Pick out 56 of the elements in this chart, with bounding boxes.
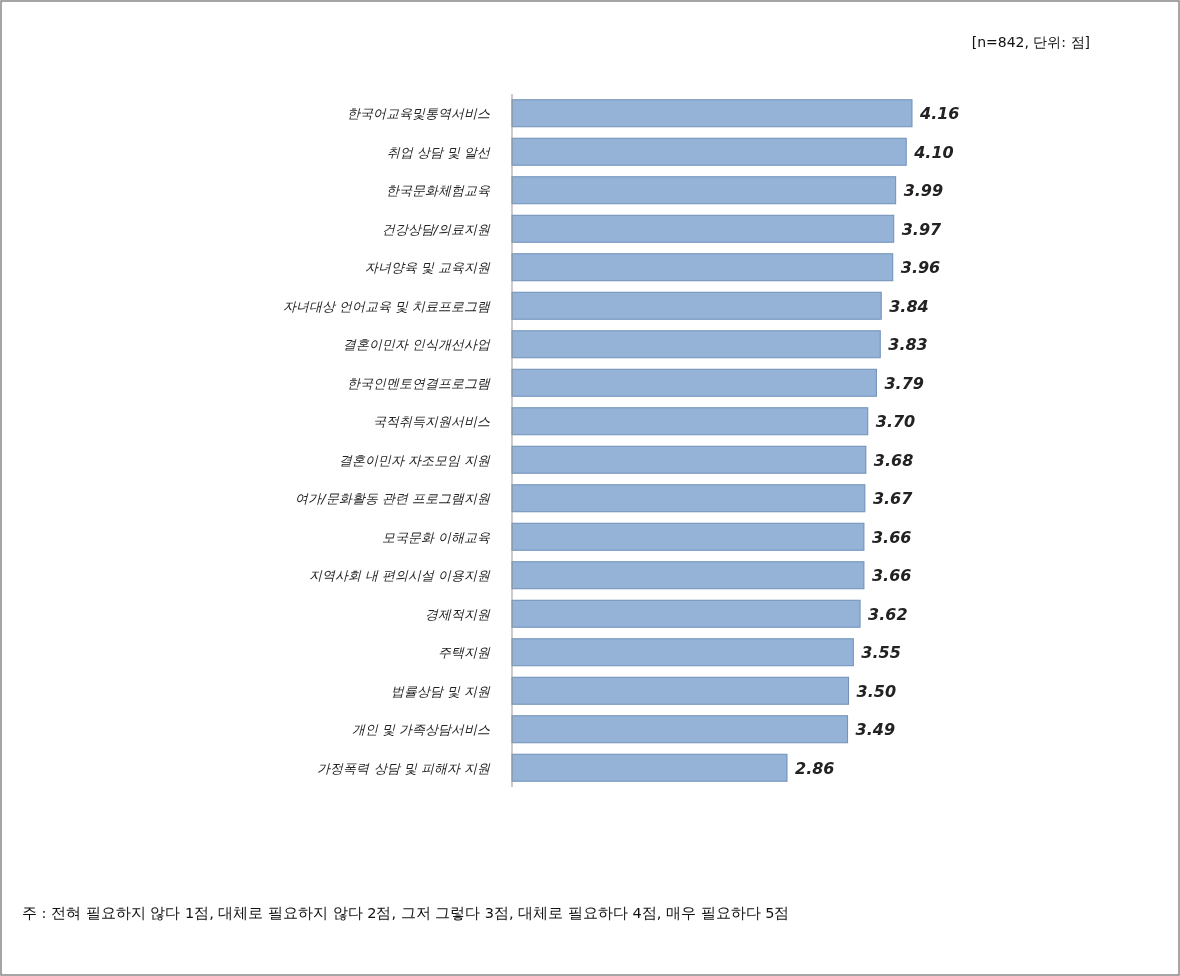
bar bbox=[511, 137, 907, 166]
y-tick-label: 한국어교육및통역서비스 bbox=[347, 106, 491, 122]
y-tick-label: 결혼이민자 인식개선사업 bbox=[342, 337, 491, 353]
bar bbox=[511, 522, 865, 551]
y-tick-label: 취업 상담 및 알선 bbox=[386, 144, 491, 160]
bar bbox=[511, 484, 866, 513]
y-tick-label: 건강상담/의료지원 bbox=[381, 221, 491, 237]
data-label: 2.86 bbox=[795, 758, 835, 778]
bar bbox=[511, 599, 861, 628]
y-tick-label: 결혼이민자 자조모임 지원 bbox=[338, 452, 491, 468]
data-label: 3.70 bbox=[875, 412, 916, 432]
y-tick-label: 여가/문화활동 관련 프로그램지원 bbox=[295, 491, 491, 507]
data-label: 3.62 bbox=[868, 604, 908, 624]
data-label: 3.50 bbox=[856, 681, 897, 701]
y-tick-label: 자녀양육 및 교육지원 bbox=[364, 260, 491, 276]
y-tick-label: 주택지원 bbox=[438, 645, 491, 661]
y-tick-label: 국적취득지원서비스 bbox=[373, 414, 491, 430]
y-tick-label: 지역사회 내 편의시설 이용지원 bbox=[308, 568, 491, 584]
bar bbox=[511, 330, 881, 359]
bar bbox=[511, 445, 867, 474]
bar bbox=[511, 368, 877, 397]
data-label: 3.68 bbox=[873, 450, 914, 470]
bar bbox=[511, 638, 854, 667]
bar bbox=[511, 753, 788, 782]
data-label: 4.16 bbox=[919, 104, 960, 124]
data-label: 3.55 bbox=[861, 643, 901, 663]
bar bbox=[511, 561, 865, 590]
data-label: 3.67 bbox=[872, 489, 914, 509]
y-tick-label: 개인 및 가족상담서비스 bbox=[351, 722, 491, 738]
y-tick-label: 모국문화 이해교육 bbox=[381, 529, 491, 545]
data-label: 3.84 bbox=[889, 296, 929, 316]
y-tick-label: 경제적지원 bbox=[425, 606, 491, 622]
bar bbox=[511, 99, 913, 128]
bar bbox=[511, 676, 850, 705]
bar bbox=[511, 715, 849, 744]
y-tick-label: 한국인멘토연결프로그램 bbox=[347, 375, 491, 391]
data-label: 3.66 bbox=[871, 566, 912, 586]
text: [n=842, 단위: 점] bbox=[971, 34, 1090, 50]
data-label: 3.97 bbox=[901, 219, 943, 239]
data-label: 4.10 bbox=[913, 142, 954, 162]
data-label: 3.83 bbox=[888, 335, 928, 355]
bar bbox=[511, 407, 869, 436]
y-tick-label: 한국문화체험교육 bbox=[386, 183, 491, 199]
data-label: 3.96 bbox=[900, 258, 941, 278]
bar bbox=[511, 253, 894, 282]
bar bbox=[511, 214, 895, 243]
y-tick-label: 자녀대상 언어교육 및 치료프로그램 bbox=[282, 298, 491, 314]
data-label: 3.66 bbox=[871, 527, 912, 547]
bar bbox=[511, 176, 897, 205]
text: 주 : 전혀 필요하지 않다 1점, 대체로 필요하지 않다 2점, 그저 그렇다 3점, 대체로 필요하다 4점, 매우 필요하다 5점 bbox=[22, 905, 790, 921]
data-label: 3.79 bbox=[884, 373, 924, 393]
data-label: 3.99 bbox=[903, 181, 944, 201]
data-label: 3.49 bbox=[855, 720, 896, 740]
bar bbox=[511, 291, 882, 320]
y-tick-label: 가정폭력 상담 및 피해자 지원 bbox=[317, 760, 491, 776]
y-tick-label: 법률상담 및 지원 bbox=[390, 683, 491, 699]
